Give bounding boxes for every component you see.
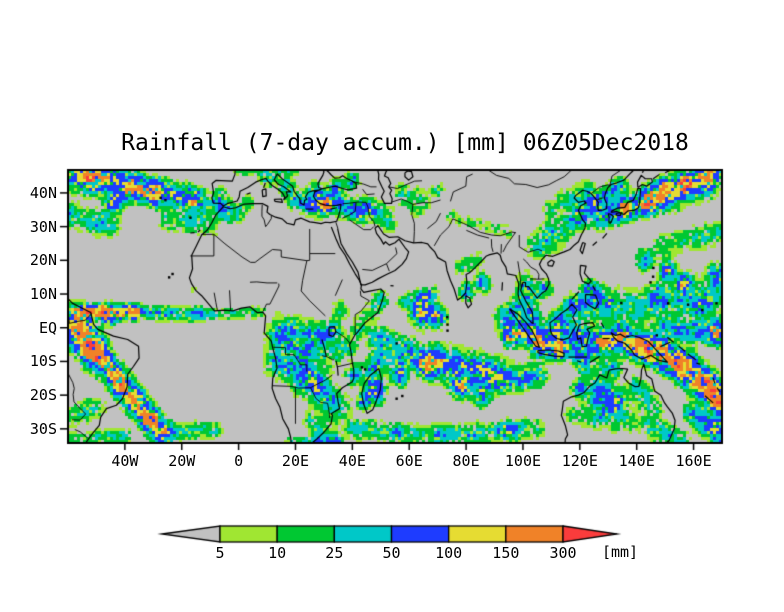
lon-tick-label: 20E [281, 452, 310, 470]
colorbar-level-label: 10 [268, 544, 287, 562]
lon-tick-label: 40W [111, 452, 139, 470]
lat-tick-label: 20N [29, 251, 57, 270]
lon-tick-label: 160E [675, 452, 712, 470]
lon-tick-label: 140E [618, 452, 655, 470]
lat-tick-label: 10S [29, 352, 57, 371]
lon-tick-label: 0 [234, 452, 244, 470]
lat-tick-label: 10N [29, 285, 57, 304]
colorbar-level-label: 50 [382, 544, 401, 562]
chart-title: Rainfall (7-day accum.) [mm] 06Z05Dec201… [121, 130, 689, 156]
colorbar-unit-label: [mm] [601, 543, 639, 561]
lon-tick-label: 20W [168, 452, 196, 470]
colorbar-level-label: 5 [215, 544, 225, 562]
lat-tick-label: 40N [29, 183, 57, 202]
colorbar-level-label: 25 [325, 544, 344, 562]
lon-tick-label: 60E [395, 452, 423, 470]
colorbar-level-label: 150 [492, 544, 520, 562]
lon-tick-label: 100E [504, 452, 542, 470]
lat-tick-label: 30N [29, 217, 57, 236]
colorbar-level-label: 100 [435, 544, 463, 562]
lon-tick-label: 40E [338, 452, 366, 470]
lat-tick-label: EQ [38, 318, 57, 337]
colorbar-level-label: 300 [549, 544, 577, 562]
lat-tick-label: 30S [29, 419, 57, 438]
lon-tick-label: 120E [561, 452, 598, 470]
lon-tick-label: 80E [452, 452, 480, 470]
lat-tick-label: 20S [29, 386, 57, 405]
